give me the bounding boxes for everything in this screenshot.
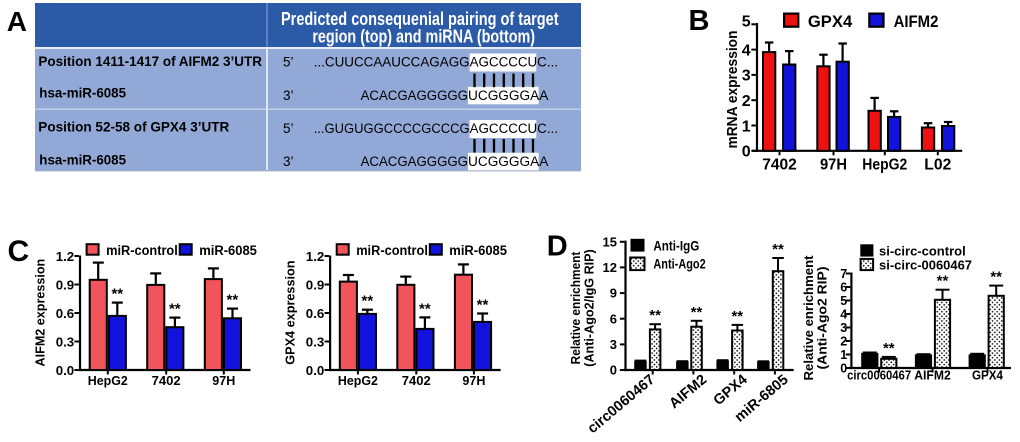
svg-text:ACACGAGGGGG: ACACGAGGGGG <box>361 154 468 169</box>
svg-text:0: 0 <box>610 363 617 378</box>
svg-text:3’: 3’ <box>283 88 294 103</box>
svg-text:**: ** <box>111 286 123 303</box>
svg-text:AIFM2: AIFM2 <box>894 12 939 31</box>
svg-text:5: 5 <box>840 294 847 308</box>
svg-text:HepG2: HepG2 <box>338 373 378 388</box>
svg-text:**: ** <box>362 293 374 310</box>
svg-text:0.0: 0.0 <box>306 363 325 378</box>
svg-text:5’: 5’ <box>283 55 294 70</box>
svg-text:GPX4: GPX4 <box>972 369 1003 383</box>
svg-text:97H: 97H <box>820 157 847 174</box>
svg-text:L02: L02 <box>924 157 951 174</box>
svg-text:7402: 7402 <box>152 373 181 388</box>
svg-text:AGCCCCUC...: AGCCCCUC... <box>470 55 558 70</box>
svg-text:3: 3 <box>840 321 847 335</box>
svg-text:si-circ-control: si-circ-control <box>879 244 966 259</box>
svg-text:6: 6 <box>610 311 617 326</box>
svg-text:miR-6085: miR-6085 <box>199 243 257 258</box>
svg-text:...CUUCCAAUCCAGAGG: ...CUUCCAAUCCAGAGG <box>314 55 470 70</box>
svg-text:2: 2 <box>840 335 847 349</box>
svg-text:3: 3 <box>742 68 751 85</box>
svg-text:1.2: 1.2 <box>56 249 75 264</box>
svg-text:**: ** <box>169 301 181 318</box>
svg-text:0.6: 0.6 <box>56 306 75 321</box>
svg-text:miR-6085: miR-6085 <box>449 243 507 258</box>
svg-text:0.9: 0.9 <box>56 277 75 292</box>
svg-text:**: ** <box>227 292 239 309</box>
svg-text:**: ** <box>649 307 661 324</box>
svg-text:ACACGAGGGGG: ACACGAGGGGG <box>361 88 468 103</box>
svg-text:7402: 7402 <box>402 373 431 388</box>
svg-text:**: ** <box>419 300 431 317</box>
svg-text:7402: 7402 <box>762 157 797 174</box>
svg-text:AIFM2 expression: AIFM2 expression <box>34 259 48 367</box>
svg-text:**: ** <box>990 269 1002 286</box>
svg-text:0.6: 0.6 <box>306 306 325 321</box>
svg-text:1: 1 <box>742 118 751 135</box>
svg-text:AIFM2: AIFM2 <box>914 369 951 383</box>
svg-text:D: D <box>547 231 568 263</box>
svg-text:**: ** <box>883 340 895 357</box>
svg-text:0.3: 0.3 <box>306 334 325 349</box>
svg-text:0.9: 0.9 <box>306 277 325 292</box>
svg-text:Position 1411-1417 of AIFM2 3’: Position 1411-1417 of AIFM2 3’UTR <box>38 53 262 69</box>
svg-text:97H: 97H <box>462 373 485 388</box>
svg-text:**: ** <box>477 297 489 314</box>
svg-text:0.3: 0.3 <box>56 334 75 349</box>
svg-text:3’: 3’ <box>283 154 294 169</box>
svg-text:0: 0 <box>742 144 751 161</box>
svg-text:B: B <box>689 5 710 37</box>
svg-text:(Anti-Ago2/IgG RIP): (Anti-Ago2/IgG RIP) <box>583 249 597 367</box>
svg-text:12: 12 <box>603 260 617 275</box>
svg-text:**: ** <box>937 273 949 290</box>
svg-text:miR-control: miR-control <box>106 243 178 258</box>
svg-text:**: ** <box>772 241 784 258</box>
svg-text:5’: 5’ <box>283 121 294 136</box>
svg-text:mRNA expression: mRNA expression <box>725 31 741 149</box>
svg-text:GPX4 expression: GPX4 expression <box>284 261 298 365</box>
svg-text:UCGGGGAA: UCGGGGAA <box>468 154 548 169</box>
svg-text:A: A <box>7 6 27 37</box>
svg-text:GPX4: GPX4 <box>808 12 853 31</box>
svg-text:...GUGUGGCCCCGCCCG: ...GUGUGGCCCCGCCCG <box>314 121 470 136</box>
svg-text:9: 9 <box>610 286 617 301</box>
svg-text:circ0060467: circ0060467 <box>847 369 911 383</box>
svg-text:7: 7 <box>840 267 847 281</box>
svg-text:4: 4 <box>840 308 847 322</box>
svg-text:Predicted consequenial pairing: Predicted consequenial pairing of target <box>281 9 559 29</box>
svg-text:HepG2: HepG2 <box>862 157 907 174</box>
svg-text:97H: 97H <box>212 373 235 388</box>
svg-text:AIFM2: AIFM2 <box>666 372 710 412</box>
svg-text:6: 6 <box>840 281 847 295</box>
svg-text:5: 5 <box>742 14 751 31</box>
svg-text:3: 3 <box>610 337 617 352</box>
svg-text:15: 15 <box>603 234 617 249</box>
svg-text:UCGGGGAA: UCGGGGAA <box>468 88 548 103</box>
svg-text:2: 2 <box>742 93 751 110</box>
svg-text:(Anti-Ago2 RIP): (Anti-Ago2 RIP) <box>815 267 830 370</box>
svg-text:AGCCCCUC...: AGCCCCUC... <box>470 121 558 136</box>
svg-text:si-circ-0060467: si-circ-0060467 <box>879 258 972 273</box>
svg-text:**: ** <box>731 308 743 325</box>
svg-text:HepG2: HepG2 <box>88 373 128 388</box>
svg-text:1: 1 <box>840 348 847 362</box>
svg-text:hsa-miR-6085: hsa-miR-6085 <box>39 151 126 167</box>
svg-text:0.0: 0.0 <box>56 363 75 378</box>
svg-text:Relative enrichment: Relative enrichment <box>569 251 583 364</box>
svg-text:circ0060467: circ0060467 <box>585 372 658 437</box>
svg-text:Relative enrichment: Relative enrichment <box>801 255 816 381</box>
svg-text:hsa-miR-6085: hsa-miR-6085 <box>39 85 126 101</box>
svg-text:Position 52-58 of GPX4 3’UTR: Position 52-58 of GPX4 3’UTR <box>38 119 229 135</box>
svg-text:**: ** <box>691 304 703 321</box>
svg-text:0: 0 <box>840 362 847 376</box>
svg-text:miR-control: miR-control <box>356 243 428 258</box>
svg-text:4: 4 <box>742 42 751 59</box>
svg-text:Anti-Ago2: Anti-Ago2 <box>653 256 705 272</box>
svg-text:1.2: 1.2 <box>306 249 325 264</box>
svg-text:C: C <box>8 235 30 268</box>
svg-text:Anti-IgG: Anti-IgG <box>653 238 699 254</box>
svg-text:region (top) and miRNA (bottom: region (top) and miRNA (bottom) <box>312 27 535 47</box>
